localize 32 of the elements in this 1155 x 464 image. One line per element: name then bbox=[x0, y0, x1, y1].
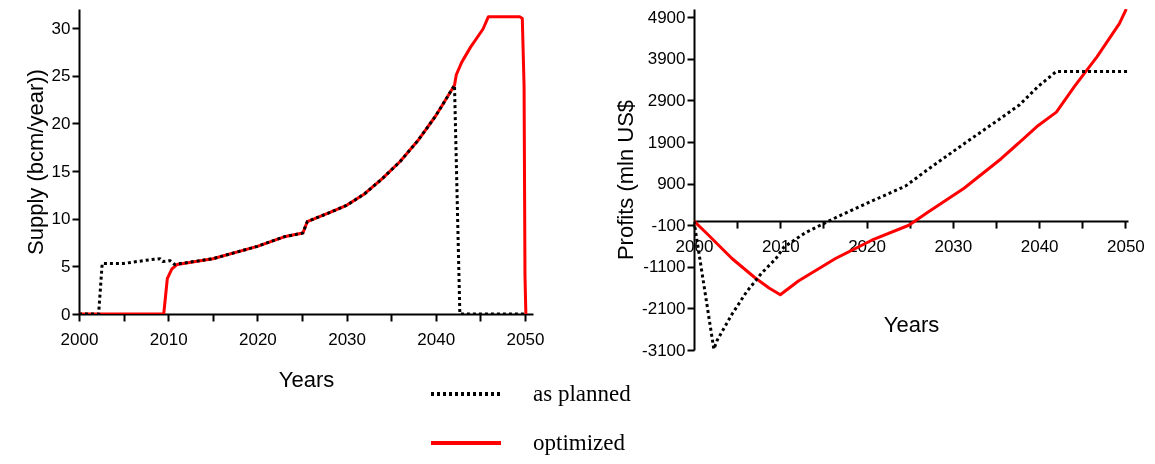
x-tick-label: 2030 bbox=[934, 236, 973, 256]
x-tick-label: 2050 bbox=[506, 329, 545, 349]
y-tick-label: -100 bbox=[651, 215, 686, 235]
y-tick-label: 3900 bbox=[647, 49, 686, 69]
x-axis-title: Years bbox=[278, 366, 335, 392]
y-tick-label: -2100 bbox=[642, 298, 686, 318]
y-tick-label: -1100 bbox=[643, 257, 686, 277]
x-tick-label: 2040 bbox=[417, 329, 456, 349]
y-tick-label: 1900 bbox=[647, 132, 686, 152]
legend-label: as planned bbox=[533, 381, 632, 406]
x-axis-title: Years bbox=[883, 311, 940, 337]
x-tick-label: 2000 bbox=[60, 329, 99, 349]
x-tick-label: 2020 bbox=[238, 329, 277, 349]
x-tick-label: 2050 bbox=[1107, 236, 1145, 256]
x-tick-label: 2010 bbox=[149, 329, 188, 349]
x-tick-label: 2040 bbox=[1020, 236, 1059, 256]
y-tick-label: 5 bbox=[61, 256, 71, 276]
y-tick-label: 30 bbox=[51, 18, 71, 38]
y-tick-label: 900 bbox=[657, 174, 686, 194]
y-tick-label: 25 bbox=[51, 66, 71, 86]
legend-label: optimized bbox=[533, 430, 626, 455]
y-tick-label: 10 bbox=[51, 209, 71, 229]
y-axis-title: Supply (bcm/year)) bbox=[22, 69, 48, 255]
y-axis-title: Profits (mln US$ bbox=[613, 99, 639, 261]
x-tick-label: 2010 bbox=[761, 236, 800, 256]
y-tick-label: 4900 bbox=[647, 7, 686, 27]
y-tick-label: -3100 bbox=[642, 340, 686, 360]
y-tick-label: 0 bbox=[61, 304, 71, 324]
x-tick-label: 2030 bbox=[328, 329, 366, 349]
y-tick-label: 20 bbox=[51, 113, 71, 133]
y-tick-label: 15 bbox=[51, 161, 71, 181]
y-tick-label: 2900 bbox=[647, 90, 686, 110]
